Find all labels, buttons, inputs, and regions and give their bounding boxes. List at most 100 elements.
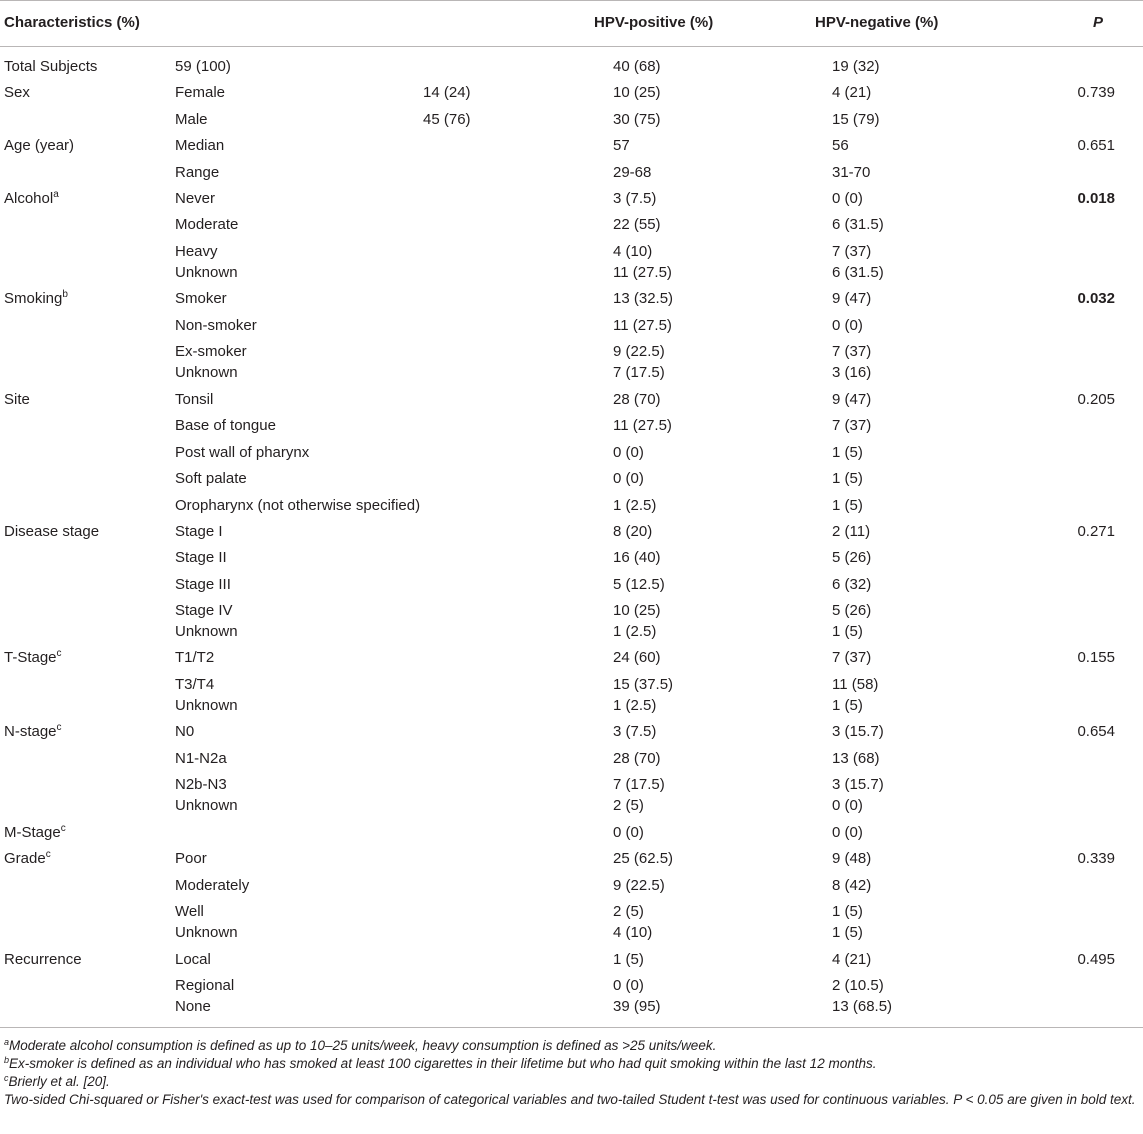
hpv-positive-cell: 24 (60) [613, 649, 661, 666]
header-characteristics: Characteristics (%) [4, 14, 140, 31]
hpv-positive-cell: 1 (2.5) [613, 697, 657, 714]
subcategory-cell: Smoker [175, 290, 227, 307]
hpv-negative-cell: 9 (47) [832, 391, 872, 408]
characteristic-label: Site [4, 391, 30, 408]
subcategory-cell: Poor [175, 850, 207, 867]
subcategory-cell: N1-N2a [175, 750, 227, 767]
hpv-negative-cell: 0 (0) [832, 797, 863, 814]
table-row: Alcohola Never 3 (7.5) 0 (0) 0.018 [0, 189, 1143, 211]
footnote-marker: c [60, 823, 66, 834]
table-row: Sex Female 14 (24) 10 (25) 4 (21) 0.739 [0, 83, 1143, 105]
subcategory-cell: Regional [175, 977, 235, 994]
hpv-positive-cell: 2 (5) [613, 903, 644, 920]
table-bottom-rule [0, 1027, 1143, 1028]
characteristic-label: Alcohol [4, 190, 54, 207]
hpv-negative-cell: 13 (68) [832, 750, 880, 767]
footnote-text: Moderate alcohol consumption is defined … [9, 1038, 717, 1053]
table-row: Soft palate 0 (0) 1 (5) [0, 469, 1143, 491]
hpv-negative-cell: 4 (21) [832, 951, 872, 968]
p-value-cell: 0.032 [1077, 290, 1115, 307]
p-value-cell: 0.495 [1077, 951, 1115, 968]
table-row: Total Subjects 59 (100) 40 (68) 19 (32) [0, 57, 1143, 79]
hpv-positive-cell: 28 (70) [613, 750, 661, 767]
table-row: Heavy 4 (10) 7 (37) [0, 242, 1143, 264]
footnote-marker: c [45, 849, 51, 860]
characteristic-cell: N-stagec [4, 722, 62, 742]
table-row: Base of tongue 11 (27.5) 7 (37) [0, 416, 1143, 438]
p-value-cell: 0.739 [1077, 84, 1115, 101]
hpv-negative-cell: 1 (5) [832, 497, 863, 514]
hpv-positive-cell: 0 (0) [613, 470, 644, 487]
table-row: Unknown 11 (27.5) 6 (31.5) [0, 263, 1143, 285]
hpv-negative-cell: 5 (26) [832, 602, 872, 619]
footnote: aModerate alcohol consumption is defined… [4, 1037, 1139, 1055]
footnote-marker: c [4, 1073, 9, 1083]
hpv-negative-cell: 1 (5) [832, 697, 863, 714]
header-hpv-positive: HPV-positive (%) [594, 14, 714, 31]
table-row: Gradec Poor 25 (62.5) 9 (48) 0.339 [0, 849, 1143, 871]
hpv-negative-cell: 1 (5) [832, 924, 863, 941]
hpv-positive-cell: 0 (0) [613, 977, 644, 994]
characteristic-cell: Smokingb [4, 289, 68, 309]
subcategory-cell: Stage I [175, 523, 223, 540]
subcategory-cell: Well [175, 903, 204, 920]
hpv-negative-cell: 7 (37) [832, 243, 872, 260]
table-row: N2b-N3 7 (17.5) 3 (15.7) [0, 775, 1143, 797]
hpv-negative-cell: 3 (15.7) [832, 776, 884, 793]
table-row: Non-smoker 11 (27.5) 0 (0) [0, 316, 1143, 338]
hpv-negative-cell: 0 (0) [832, 824, 863, 841]
characteristic-label: Recurrence [4, 951, 82, 968]
subcategory-cell: Post wall of pharynx [175, 444, 310, 461]
hpv-negative-cell: 15 (79) [832, 111, 880, 128]
p-value-cell: 0.018 [1077, 190, 1115, 207]
hpv-negative-cell: 3 (15.7) [832, 723, 884, 740]
characteristic-cell: Recurrence [4, 950, 82, 970]
p-value-cell: 0.205 [1077, 391, 1115, 408]
characteristic-label: T-Stage [4, 649, 57, 666]
hpv-negative-cell: 19 (32) [832, 58, 880, 75]
subcategory-cell: Moderately [175, 877, 250, 894]
p-value-cell: 0.271 [1077, 523, 1115, 540]
subcategory-cell: Never [175, 190, 216, 207]
hpv-positive-cell: 40 (68) [613, 58, 661, 75]
hpv-negative-cell: 9 (48) [832, 850, 872, 867]
table-row: N-stagec N0 3 (7.5) 3 (15.7) 0.654 [0, 722, 1143, 744]
count-cell: 45 (76) [423, 111, 471, 128]
subcategory-cell: Stage IV [175, 602, 233, 619]
table-row: Stage III 5 (12.5) 6 (32) [0, 575, 1143, 597]
hpv-negative-cell: 7 (37) [832, 417, 872, 434]
table-row: Recurrence Local 1 (5) 4 (21) 0.495 [0, 950, 1143, 972]
hpv-negative-cell: 1 (5) [832, 623, 863, 640]
hpv-positive-cell: 11 (27.5) [613, 264, 672, 281]
table-row: Unknown 1 (2.5) 1 (5) [0, 696, 1143, 718]
characteristic-label: M-Stage [4, 824, 61, 841]
table-row: None 39 (95) 13 (68.5) [0, 997, 1143, 1019]
subcategory-cell: Stage II [175, 549, 227, 566]
hpv-positive-cell: 5 (12.5) [613, 576, 665, 593]
subcategory-cell: T1/T2 [175, 649, 215, 666]
footnote-text: Two-sided Chi-squared or Fisher's exact-… [4, 1092, 1136, 1107]
characteristic-label: Disease stage [4, 523, 100, 540]
hpv-positive-cell: 0 (0) [613, 824, 644, 841]
subcategory-cell: Male [175, 111, 208, 128]
hpv-positive-cell: 29-68 [613, 164, 652, 181]
characteristic-cell: M-Stagec [4, 823, 66, 843]
hpv-positive-cell: 39 (95) [613, 998, 661, 1015]
footnote-text: Brierly et al. [20]. [8, 1074, 110, 1089]
hpv-negative-cell: 1 (5) [832, 903, 863, 920]
hpv-positive-cell: 10 (25) [613, 84, 661, 101]
footnote: cBrierly et al. [20]. [4, 1073, 1139, 1091]
table-row: Unknown 7 (17.5) 3 (16) [0, 363, 1143, 385]
footnote-marker: a [53, 189, 59, 200]
footnote-marker: b [62, 289, 68, 300]
subcategory-cell: Unknown [175, 264, 238, 281]
subcategory-cell: Moderate [175, 216, 239, 233]
table-footnotes: aModerate alcohol consumption is defined… [4, 1037, 1139, 1109]
footnote: bEx-smoker is defined as an individual w… [4, 1055, 1139, 1073]
table-row: Site Tonsil 28 (70) 9 (47) 0.205 [0, 390, 1143, 412]
hpv-positive-cell: 25 (62.5) [613, 850, 674, 867]
hpv-negative-cell: 6 (31.5) [832, 264, 884, 281]
header-hpv-negative: HPV-negative (%) [815, 14, 939, 31]
hpv-negative-cell: 0 (0) [832, 190, 863, 207]
p-value-cell: 0.651 [1077, 137, 1115, 154]
